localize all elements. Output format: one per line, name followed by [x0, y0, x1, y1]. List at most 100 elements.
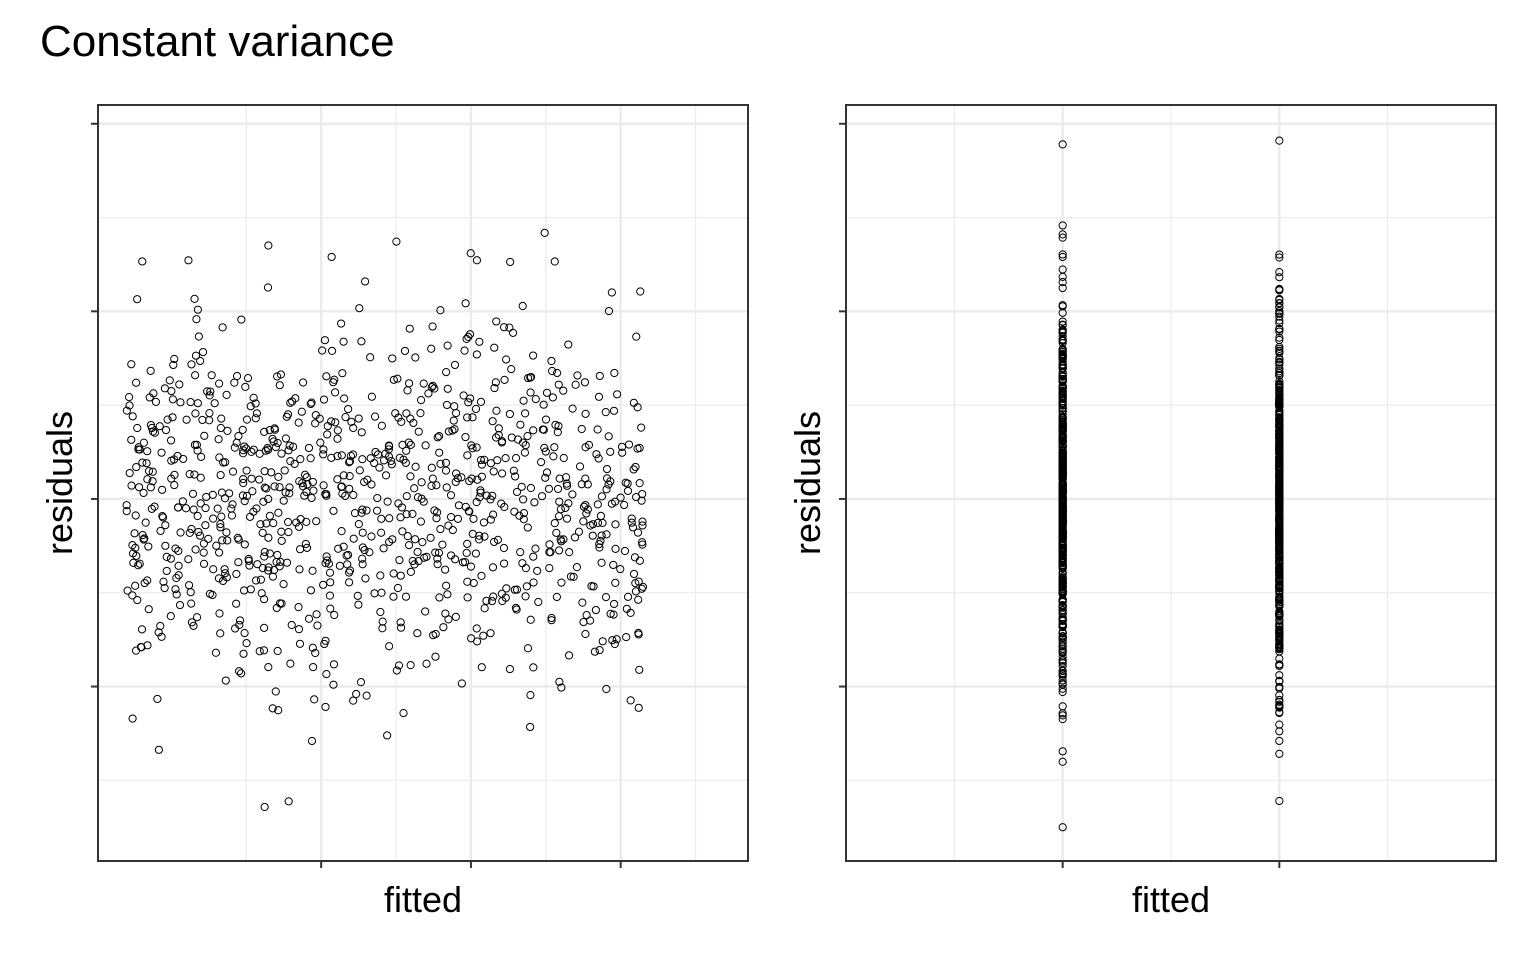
scatter-point: [1275, 299, 1284, 308]
scatter-point: [295, 565, 304, 574]
scatter-point: [468, 529, 477, 538]
scatter-point: [1275, 566, 1284, 575]
scatter-point: [312, 610, 321, 619]
scatter-point: [198, 415, 207, 425]
scatter-point: [610, 368, 619, 378]
scatter-point: [163, 415, 172, 424]
scatter-point: [433, 554, 442, 563]
scatter-point: [433, 560, 442, 569]
scatter-point: [217, 414, 226, 423]
scatter-point: [385, 514, 394, 523]
scatter-point: [329, 660, 339, 669]
scatter-point: [192, 315, 201, 324]
scatter-point: [450, 360, 460, 370]
scatter-point: [239, 446, 248, 455]
scatter-point: [1275, 388, 1284, 397]
scatter-point: [125, 393, 134, 402]
scatter-point: [1058, 221, 1067, 230]
scatter-point: [232, 371, 242, 381]
scatter-point: [1058, 589, 1067, 598]
scatter-point: [595, 543, 604, 552]
scatter-point: [185, 470, 194, 479]
scatter-point: [385, 537, 394, 547]
scatter-point: [270, 482, 279, 491]
scatter-point: [281, 434, 290, 443]
scatter-point: [383, 497, 392, 506]
scatter-point: [377, 514, 386, 523]
scatter-point: [1275, 324, 1284, 333]
scatter-point: [1275, 427, 1284, 436]
scatter-point: [550, 257, 559, 266]
scatter-point: [304, 443, 314, 453]
scatter-point: [421, 441, 430, 450]
right-y-axis-title: residuals: [787, 411, 828, 555]
scatter-point: [157, 632, 166, 641]
scatter-point: [255, 647, 264, 656]
scatter-point: [444, 427, 453, 436]
scatter-point: [212, 541, 221, 550]
scatter-point: [612, 390, 622, 399]
scatter-point: [1058, 413, 1067, 422]
scatter-point: [523, 432, 532, 441]
scatter-point: [1058, 578, 1067, 587]
scatter-point: [242, 415, 252, 424]
scatter-point: [1275, 736, 1284, 746]
scatter-point: [438, 540, 447, 549]
scatter-point: [1275, 410, 1284, 420]
scatter-point: [308, 643, 317, 652]
scatter-point: [340, 394, 349, 403]
scatter-point: [270, 425, 280, 434]
scatter-point: [192, 613, 202, 622]
scatter-point: [170, 480, 179, 490]
scatter-point: [531, 544, 540, 553]
scatter-point: [555, 497, 564, 506]
scatter-point: [240, 540, 249, 549]
scatter-point: [594, 454, 603, 463]
scatter-point: [181, 504, 191, 513]
scatter-point: [322, 552, 331, 561]
scatter-point: [559, 453, 568, 463]
scatter-point: [199, 548, 208, 557]
scatter-point: [516, 420, 525, 429]
scatter-point: [221, 676, 230, 685]
scatter-point: [240, 496, 249, 506]
scatter-point: [185, 528, 194, 537]
scatter-point: [408, 509, 417, 518]
scatter-point: [245, 561, 254, 570]
scatter-point: [602, 530, 611, 539]
scatter-point: [349, 423, 358, 433]
scatter-point: [135, 559, 144, 568]
scatter-point: [442, 368, 451, 377]
scatter-point: [227, 511, 237, 520]
scatter-point: [492, 406, 501, 415]
scatter-point: [1275, 447, 1284, 456]
scatter-point: [127, 481, 136, 490]
scatter-point: [319, 450, 328, 459]
scatter-point: [408, 556, 417, 566]
scatter-point: [289, 442, 298, 451]
scatter-point: [1058, 666, 1067, 675]
scatter-point: [252, 409, 261, 418]
scatter-point: [519, 509, 529, 518]
scatter-point: [441, 458, 451, 467]
scatter-point: [620, 546, 630, 556]
scatter-point: [371, 447, 380, 457]
scatter-point: [397, 503, 407, 512]
scatter-point: [1058, 458, 1067, 468]
scatter-point: [419, 379, 428, 388]
scatter-point: [358, 554, 367, 563]
scatter-point: [175, 380, 184, 389]
scatter-point: [240, 629, 249, 638]
scatter-point: [221, 569, 230, 578]
scatter-point: [406, 414, 415, 423]
scatter-point: [418, 538, 427, 547]
scatter-point: [370, 412, 380, 421]
scatter-point: [251, 414, 260, 423]
scatter-point: [462, 548, 471, 558]
scatter-point: [467, 474, 476, 483]
scatter-point: [595, 645, 604, 655]
scatter-point: [1058, 620, 1067, 629]
scatter-point: [1275, 654, 1284, 663]
scatter-point: [541, 415, 551, 424]
scatter-point: [131, 543, 140, 552]
